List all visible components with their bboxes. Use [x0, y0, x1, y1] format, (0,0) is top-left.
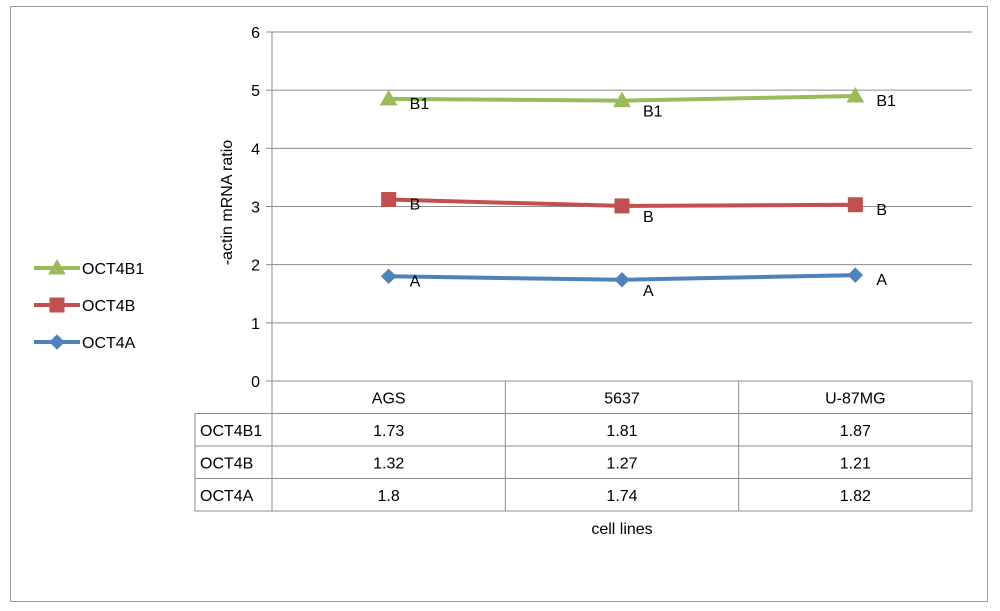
y-tick-label: 5: [251, 83, 260, 100]
table-cell: 1.87: [840, 423, 871, 440]
data-label: B: [643, 209, 654, 226]
data-label: B1: [643, 104, 663, 121]
data-label: B1: [410, 96, 430, 113]
data-point-oct4b: [381, 192, 397, 208]
table-cell: 1.73: [373, 423, 404, 440]
data-point-oct4a: [847, 267, 864, 283]
legend-label: OCT4B: [82, 298, 135, 315]
table-cell: 1.27: [606, 455, 637, 472]
table-cell: 1.81: [606, 423, 637, 440]
table-cell: 1.32: [373, 455, 404, 472]
data-label: B: [410, 197, 421, 214]
data-label: B1: [876, 93, 896, 110]
data-point-oct4b: [614, 198, 630, 214]
data-point-oct4a: [380, 268, 397, 285]
data-label: A: [876, 272, 887, 289]
data-label: B: [876, 202, 887, 219]
y-tick-label: 2: [251, 258, 260, 275]
data-label: A: [410, 273, 421, 290]
chart-frame: [10, 6, 988, 602]
y-tick-label: 0: [251, 374, 260, 391]
table-cell: 1.21: [840, 455, 871, 472]
legend-marker: [49, 334, 65, 350]
y-tick-label: 4: [251, 141, 260, 158]
data-point-oct4b: [847, 197, 863, 213]
data-point-oct4a: [614, 272, 630, 288]
y-tick-label: 6: [251, 25, 260, 42]
table-row-header: OCT4A: [200, 488, 254, 505]
legend-marker: [48, 258, 66, 275]
data-point-oct4b1: [613, 91, 631, 108]
x-axis-title: cell lines: [591, 521, 652, 538]
data-label: A: [643, 283, 654, 300]
y-tick-label: 1: [251, 316, 260, 333]
table-row-header: OCT4B1: [200, 423, 262, 440]
x-category-label: AGS: [372, 390, 406, 407]
y-tick-label: 3: [251, 200, 260, 217]
legend-label: OCT4A: [82, 335, 136, 352]
legend-marker: [49, 297, 65, 313]
data-point-oct4b1: [379, 89, 398, 106]
y-axis-title: -actin mRNA ratio: [219, 140, 236, 265]
data-point-oct4b1: [846, 86, 865, 103]
table-cell: 1.8: [378, 488, 400, 505]
x-category-label: U-87MG: [825, 390, 885, 407]
table-cell: 1.74: [606, 488, 637, 505]
table-row-header: OCT4B: [200, 455, 253, 472]
table-cell: 1.82: [840, 488, 871, 505]
x-category-label: 5637: [604, 390, 640, 407]
legend-label: OCT4B1: [82, 261, 144, 278]
